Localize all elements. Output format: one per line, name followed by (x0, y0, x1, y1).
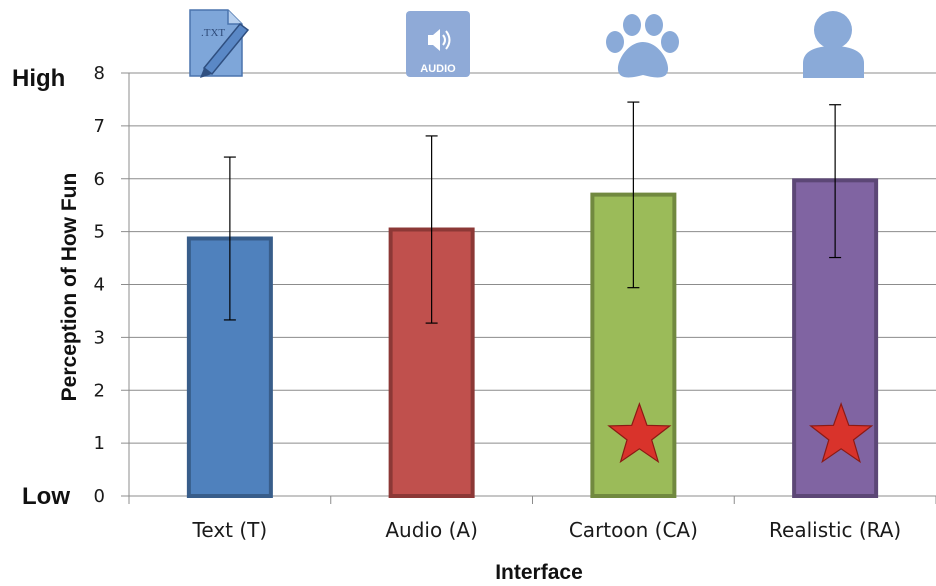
y-tick-label: 0 (94, 486, 105, 507)
x-axis-title: Interface (495, 561, 583, 584)
y-tick-label: 5 (94, 222, 105, 243)
category-label: Text (T) (192, 518, 268, 542)
y-axis-title: Perception of How Fun (58, 173, 81, 402)
category-label: Realistic (RA) (769, 518, 901, 542)
audio-speaker-icon: AUDIO (406, 11, 470, 77)
y-high-label: High (12, 65, 65, 92)
paw-print-icon (606, 14, 679, 78)
category-labels: Text (T) Audio (A) Cartoon (CA) Realistic (… (192, 518, 902, 542)
y-low-label: Low (22, 483, 70, 510)
y-tick-label: 8 (94, 63, 105, 84)
star-icon (809, 402, 874, 464)
error-bars (223, 101, 842, 324)
txt-icon-label: .TXT (201, 27, 225, 39)
audio-icon-label: AUDIO (420, 63, 456, 75)
y-tick-label: 1 (94, 433, 105, 454)
txt-file-icon: .TXT (189, 9, 250, 78)
y-tick-label: 3 (94, 327, 105, 348)
y-tick-labels: 0 1 2 3 4 5 6 7 8 (94, 63, 105, 507)
y-tick-label: 7 (94, 116, 105, 137)
category-label: Audio (A) (385, 518, 478, 542)
y-tick-label: 2 (94, 380, 105, 401)
y-tick-label: 6 (94, 169, 105, 190)
bars (186, 178, 879, 499)
significance-stars (607, 402, 874, 464)
y-tick-label: 4 (94, 275, 105, 296)
star-icon (607, 402, 672, 464)
person-silhouette-icon (803, 11, 864, 78)
category-label: Cartoon (CA) (569, 518, 698, 542)
